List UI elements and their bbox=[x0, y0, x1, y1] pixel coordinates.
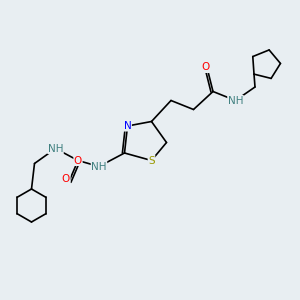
Text: O: O bbox=[201, 62, 210, 73]
Text: N: N bbox=[124, 121, 131, 131]
Text: NH: NH bbox=[91, 161, 107, 172]
Text: O: O bbox=[62, 173, 70, 184]
Text: S: S bbox=[148, 155, 155, 166]
Text: NH: NH bbox=[48, 143, 63, 154]
Text: NH: NH bbox=[228, 95, 243, 106]
Text: O: O bbox=[74, 155, 82, 166]
